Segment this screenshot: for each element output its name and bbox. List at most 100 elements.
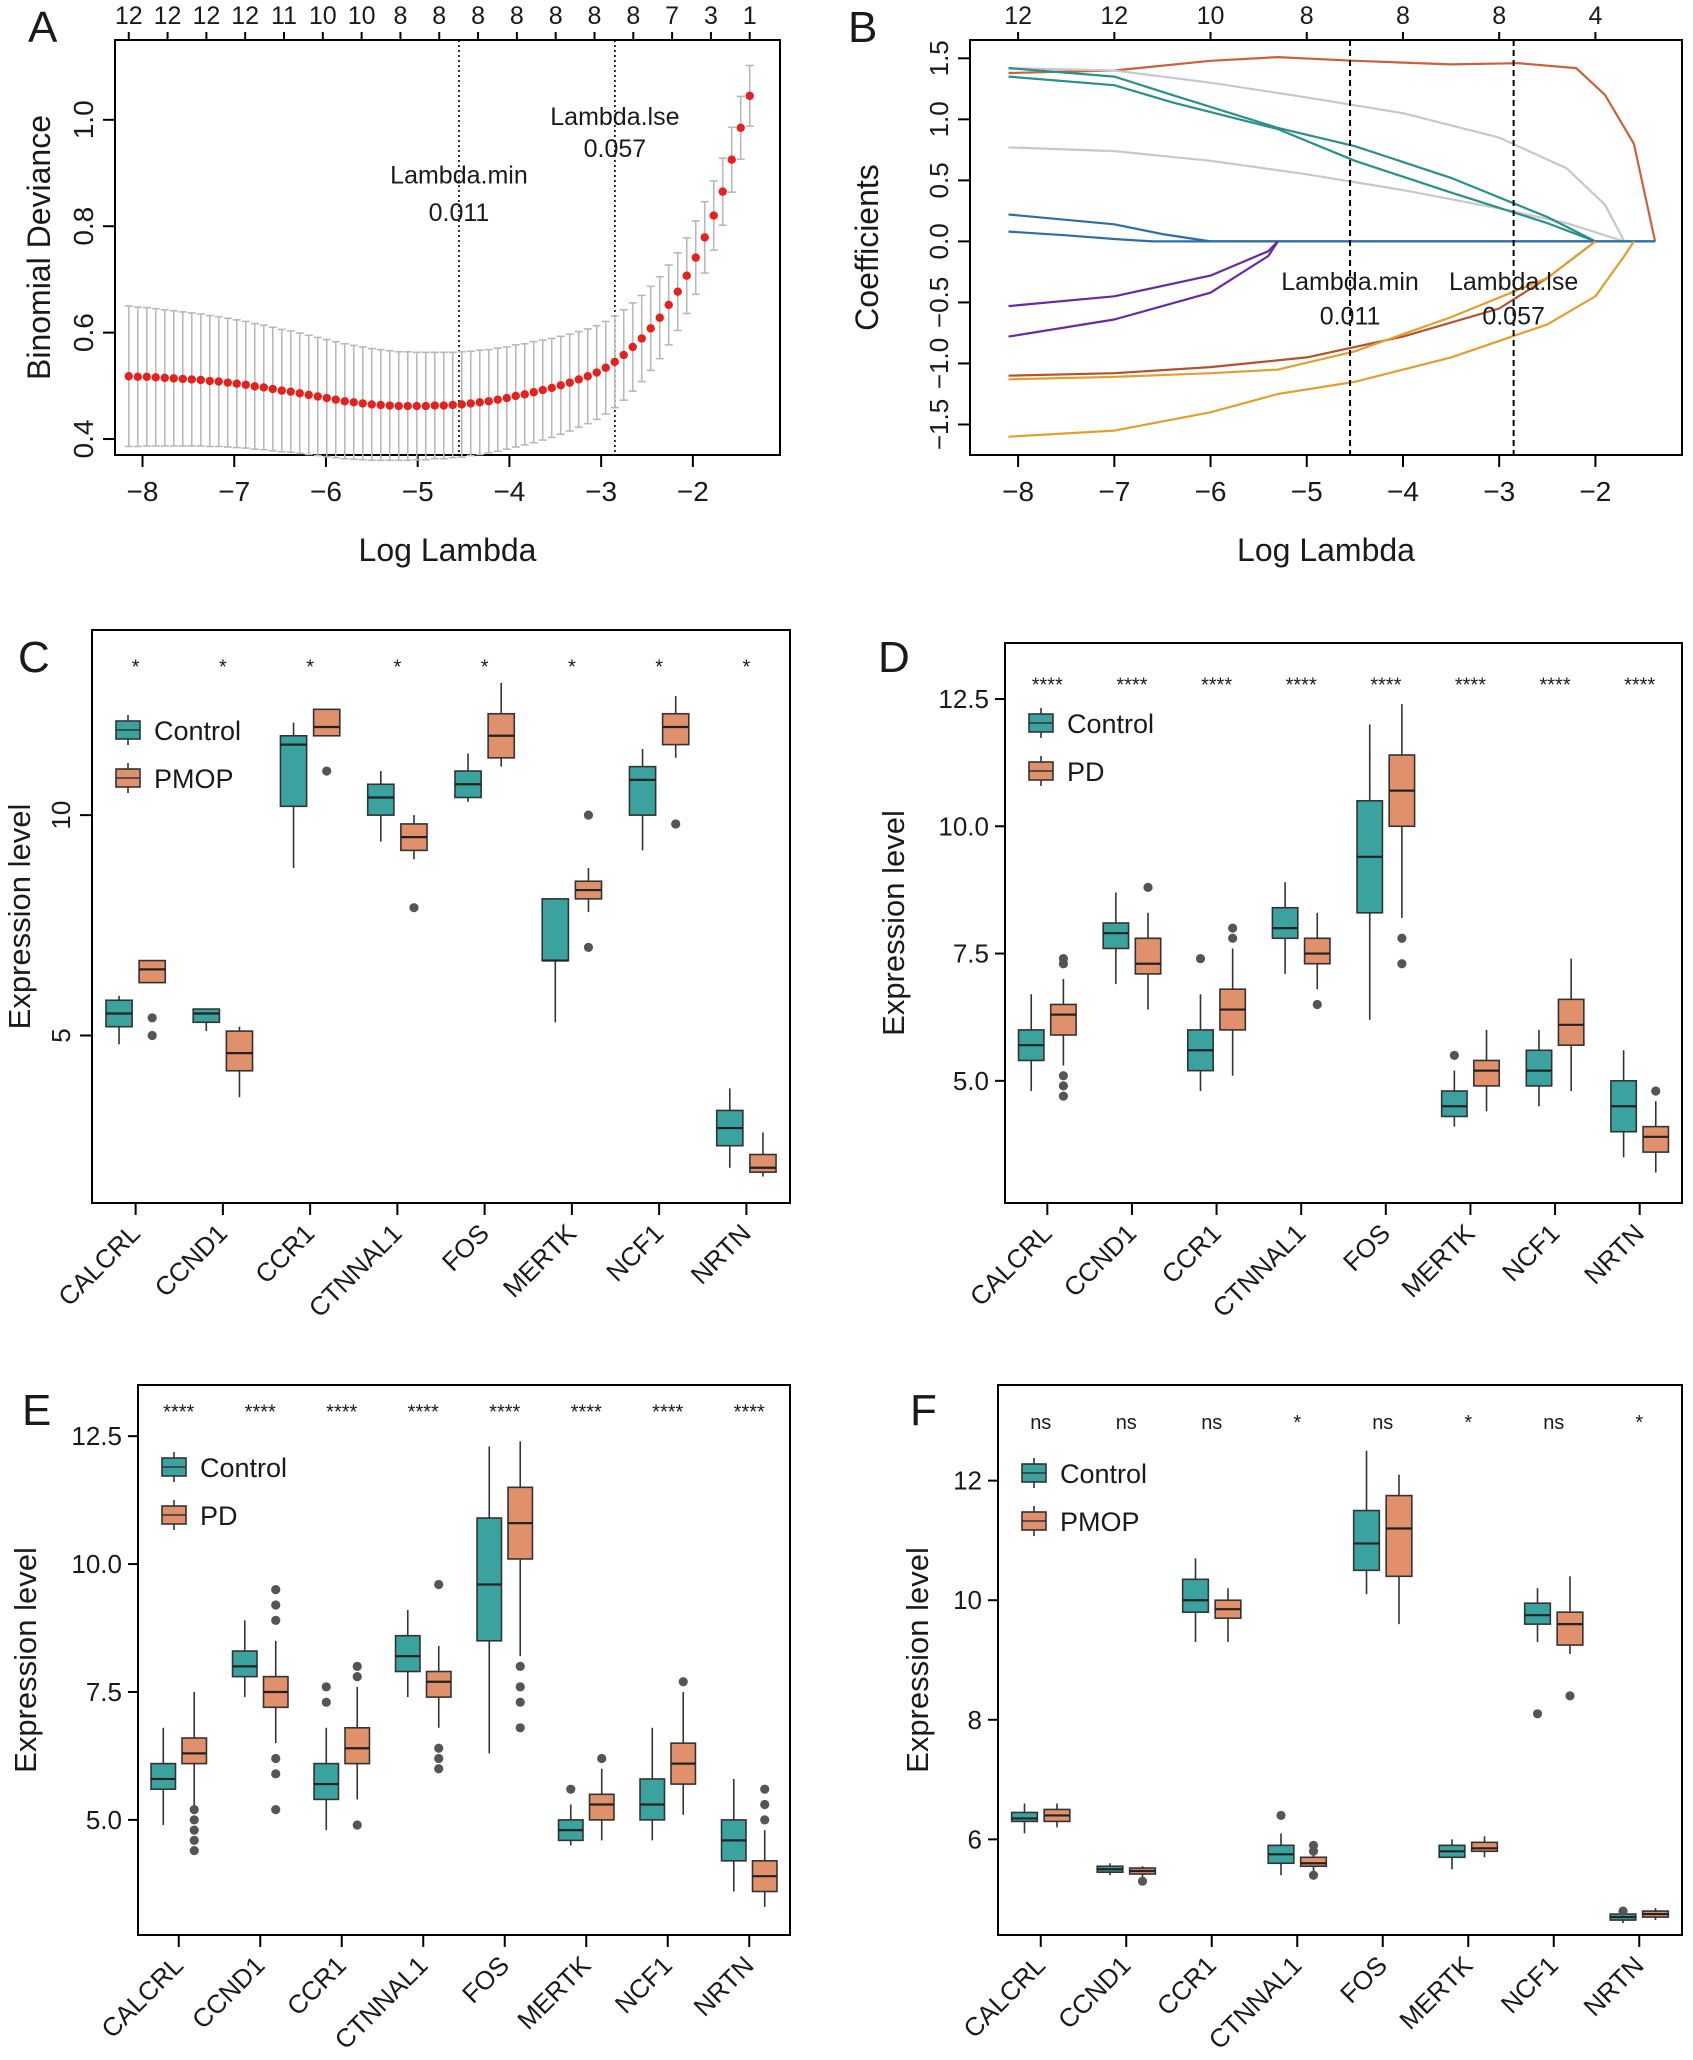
y-tick-label: 1.0 [68,100,99,139]
box-case [1303,937,1331,965]
coef-path-purple-2 [1008,240,1279,338]
box-control [1440,1090,1468,1118]
x-tick-label: −2 [1579,476,1611,507]
legend-label: PMOP [1060,1507,1140,1537]
outlier-point [147,1030,157,1041]
outlier-point [1143,882,1153,892]
deviance-point [538,385,547,395]
deviance-point [529,388,538,397]
box-case [1299,1856,1328,1868]
box-case [425,1670,452,1698]
box-case [138,959,167,984]
deviance-point [124,372,133,381]
lambda-value: 0.057 [584,135,647,163]
outlier-point [515,1661,525,1671]
coef-path-orange-red [1008,55,1657,242]
outlier-point [271,1805,281,1815]
panel-label: D [878,633,910,682]
outlier-point [1312,999,1322,1010]
significance-mark: **** [1286,675,1317,697]
coef-path-gold-1 [1008,240,1597,381]
deviance-point [403,401,412,411]
deviance-point [421,401,430,411]
deviance-point [358,399,367,408]
outlier-point [583,942,594,952]
category-label: NRTN [1578,1950,1650,2022]
x-axis-title: Log Lambda [359,532,537,568]
deviance-point [331,395,340,404]
legend-label: PD [1067,757,1105,787]
category-label: CCND1 [1058,1218,1143,1303]
category-label: CALCRL [957,1950,1051,2044]
deviance-point [367,400,376,409]
y-tick-label: 7.5 [953,939,989,969]
deviance-point [574,375,583,384]
deviance-point [286,387,295,396]
category-label: MERTK [511,1950,597,2036]
panel-label: A [28,3,58,52]
box-control [1181,1578,1210,1613]
top-tick-label: 12 [192,2,220,30]
top-tick-label: 12 [154,2,182,30]
box-case [344,1726,371,1765]
outlier-point [1618,1906,1628,1916]
y-tick-label: 10 [46,801,76,830]
x-tick-label: −4 [493,476,525,507]
y-tick-label: 1.0 [924,101,954,137]
top-tick-label: 7 [665,2,679,30]
deviance-point [205,376,214,386]
top-tick-label: 8 [626,2,640,30]
box-control [639,1778,666,1821]
significance-mark: **** [326,1402,357,1424]
outlier-point [271,1585,281,1595]
significance-mark: ns [1543,1412,1564,1434]
lambda-value: 0.011 [429,199,490,227]
coef-path-brown-1 [1008,240,1597,377]
significance-mark: **** [1032,675,1063,697]
lambda-name: Lambda.lse [1449,268,1578,296]
deviance-point [394,401,403,411]
deviance-point [610,357,619,367]
category-label: CCND1 [1052,1950,1137,2035]
top-tick-label: 8 [1492,2,1506,30]
significance-mark: * [132,656,140,678]
deviance-point [277,386,286,395]
y-axis-title: Expression level [2,804,37,1030]
top-tick-label: 8 [549,2,563,30]
top-tick-label: 8 [1396,2,1410,30]
outlier-point [434,1743,444,1753]
deviance-point [745,91,754,101]
deviance-point [196,375,205,385]
x-tick-label: −7 [1098,476,1130,507]
box-case [1049,1003,1077,1036]
top-tick-label: 11 [271,2,297,30]
outlier-point [271,1615,281,1625]
y-tick-label: 8 [968,1705,982,1735]
outlier-point [1228,933,1238,943]
y-tick-label: 12.5 [71,1421,122,1451]
deviance-point [628,342,637,352]
x-tick-label: −4 [1387,476,1419,507]
deviance-point [223,378,232,387]
category-label: CTNNAL1 [1206,1218,1311,1323]
deviance-point [313,392,322,401]
outlier-point [321,1682,331,1692]
x-tick-label: −8 [1002,476,1034,507]
y-axis-title: Expression level [8,1547,43,1773]
deviance-point [187,375,196,384]
plot-frame [91,629,791,1204]
top-tick-label: 8 [432,2,446,30]
box-control [1271,906,1299,940]
y-tick-label: 0.6 [68,313,99,352]
outlier-point [434,1753,444,1764]
significance-mark: * [306,656,314,678]
box-case [1134,937,1162,975]
deviance-point [268,384,277,394]
outlier-point [352,1672,362,1682]
significance-mark: ns [1372,1412,1393,1434]
panel-label: C [18,633,50,682]
legend-label: Control [154,716,241,746]
box-case [1557,998,1585,1046]
y-tick-label: −1.0 [924,338,954,389]
